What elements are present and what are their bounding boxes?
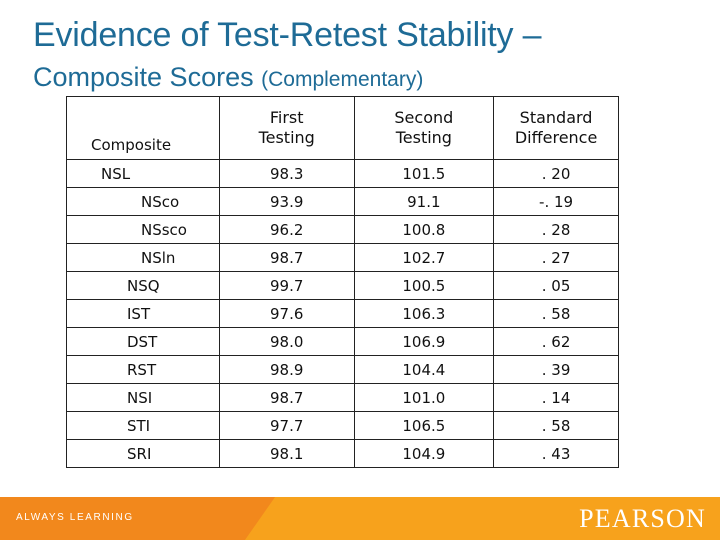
cell-first-testing: 97.7 [218, 411, 355, 440]
table-row: STI 97.7 106.5. 58 [66, 411, 619, 440]
cell-standard-difference: . 05 [493, 271, 619, 300]
cell-first-testing: 98.7 [218, 383, 355, 412]
cell-composite: RST [66, 355, 220, 384]
cell-standard-difference: -. 19 [493, 187, 619, 216]
cell-standard-difference: . 27 [493, 243, 619, 272]
cell-first-testing: 93.9 [218, 187, 355, 216]
cell-composite: SRI [66, 439, 220, 468]
cell-composite: DST [66, 327, 220, 356]
slide-title-line1: Evidence of Test-Retest Stability – [33, 16, 542, 54]
header-composite: Composite [66, 96, 220, 160]
cell-composite: NSI [66, 383, 220, 412]
table-row: NSln 98.7 102.7. 27 [66, 243, 619, 272]
cell-standard-difference: . 58 [493, 411, 619, 440]
cell-standard-difference: . 58 [493, 299, 619, 328]
table-row: SRI 98.1 104.9. 43 [66, 439, 619, 468]
footer-tagline: ALWAYS LEARNING [16, 512, 134, 523]
pearson-logo: PEARSON [579, 504, 706, 533]
header-standard-difference: Standard Difference [493, 96, 619, 160]
cell-first-testing: 98.3 [218, 159, 355, 188]
slide-title-main: Composite Scores [33, 62, 254, 92]
cell-first-testing: 98.0 [218, 327, 355, 356]
table-row: RST 98.9 104.4. 39 [66, 355, 619, 384]
cell-second-testing: 104.9 [353, 439, 495, 468]
cell-standard-difference: . 62 [493, 327, 619, 356]
table-row: IST 97.6 106.3. 58 [66, 299, 619, 328]
cell-standard-difference: . 43 [493, 439, 619, 468]
table-row: NSQ 99.7 100.5. 05 [66, 271, 619, 300]
cell-second-testing: 91.1 [353, 187, 495, 216]
table-header-row: Composite First Testing Second Testing Sta… [66, 96, 619, 160]
header-second-testing: Second Testing [353, 96, 495, 160]
cell-first-testing: 96.2 [218, 215, 355, 244]
composite-scores-table: Composite First Testing Second Testing Sta… [66, 96, 619, 468]
cell-second-testing: 100.8 [353, 215, 495, 244]
cell-composite: NSln [66, 243, 220, 272]
cell-second-testing: 106.3 [353, 299, 495, 328]
cell-first-testing: 98.7 [218, 243, 355, 272]
cell-standard-difference: . 20 [493, 159, 619, 188]
cell-standard-difference: . 28 [493, 215, 619, 244]
cell-second-testing: 106.9 [353, 327, 495, 356]
table-row: DST 98.0 106.9. 62 [66, 327, 619, 356]
table-row: NSco 93.9 91.1 -. 19 [66, 187, 619, 216]
slide-title-line2: Composite Scores (Complementary) [33, 62, 423, 93]
cell-second-testing: 104.4 [353, 355, 495, 384]
cell-first-testing: 98.1 [218, 439, 355, 468]
table-row: NSsco 96.2 100.8. 28 [66, 215, 619, 244]
table-row: NSI 98.7 101.0. 14 [66, 383, 619, 412]
cell-standard-difference: . 39 [493, 355, 619, 384]
footer-bar: ALWAYS LEARNING PEARSON [0, 497, 720, 540]
cell-standard-difference: . 14 [493, 383, 619, 412]
header-first-testing: First Testing [218, 96, 355, 160]
cell-first-testing: 99.7 [218, 271, 355, 300]
cell-first-testing: 97.6 [218, 299, 355, 328]
cell-second-testing: 102.7 [353, 243, 495, 272]
cell-second-testing: 101.5 [353, 159, 495, 188]
cell-composite: STI [66, 411, 220, 440]
cell-composite: NSco [66, 187, 220, 216]
cell-second-testing: 100.5 [353, 271, 495, 300]
cell-composite: IST [66, 299, 220, 328]
cell-first-testing: 98.9 [218, 355, 355, 384]
cell-second-testing: 106.5 [353, 411, 495, 440]
cell-second-testing: 101.0 [353, 383, 495, 412]
slide-title-subtitle: (Complementary) [261, 68, 424, 91]
cell-composite: NSsco [66, 215, 220, 244]
cell-composite: NSQ [66, 271, 220, 300]
cell-composite: NSL [66, 159, 220, 188]
table-row: NSL 98.3 101.5. 20 [66, 159, 619, 188]
